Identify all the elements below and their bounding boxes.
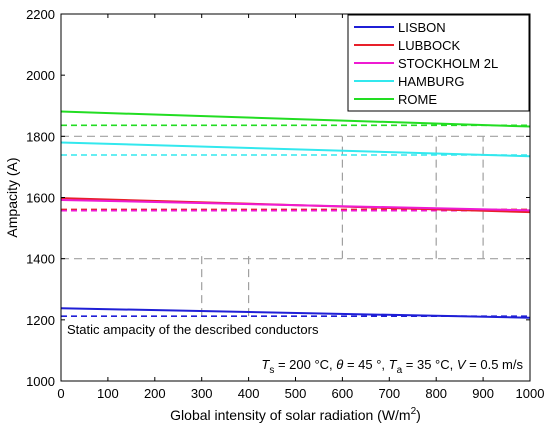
- legend-entry-hamburg: HAMBURG: [398, 74, 464, 89]
- legend-entry-stockholm-2l: STOCKHOLM 2L: [398, 56, 498, 71]
- series-lines: [60, 110, 531, 319]
- y-tick-label: 1800: [26, 129, 55, 144]
- conditions-annotation: Ts = 200 °C, θ = 45 °, Ta = 35 °C, V = 0…: [261, 357, 523, 376]
- y-tick-label: 1200: [26, 313, 55, 328]
- x-axis-label: Global intensity of solar radiation (W/m…: [170, 406, 421, 423]
- axis-ticks: 0 100 200 300 400 500 600 700 800 900 1000 1000 1200…: [26, 7, 544, 401]
- legend-entry-lubbock: LUBBOCK: [398, 38, 460, 53]
- series-line-hamburg: [60, 141, 531, 158]
- legend-entry-lisbon: LISBON: [398, 20, 446, 35]
- static-ampacity-annotation: Static ampacity of the described conduct…: [67, 322, 319, 337]
- y-tick-label: 1000: [26, 374, 55, 389]
- x-tick-label: 900: [472, 386, 494, 401]
- x-tick-label: 400: [238, 386, 260, 401]
- y-axis-label: Ampacity (A): [4, 157, 20, 237]
- reference-lines: [61, 135, 530, 317]
- series-line-lisbon: [60, 307, 531, 319]
- x-tick-label: 800: [425, 386, 447, 401]
- x-tick-label: 500: [285, 386, 307, 401]
- x-tick-label: 600: [332, 386, 354, 401]
- x-tick-label: 200: [144, 386, 166, 401]
- series-line-stockholm-2l: [60, 198, 531, 212]
- y-tick-label: 1600: [26, 191, 55, 206]
- x-tick-label: 300: [191, 386, 213, 401]
- x-tick-label: 1000: [516, 386, 545, 401]
- y-tick-label: 1400: [26, 252, 55, 267]
- x-tick-label: 700: [378, 386, 400, 401]
- x-tick-label: 100: [97, 386, 119, 401]
- series-line-rome: [60, 110, 531, 128]
- legend-entry-rome: ROME: [398, 92, 437, 107]
- legend: LISBON LUBBOCK STOCKHOLM 2L HAMBURG ROME: [347, 14, 530, 112]
- y-tick-label: 2200: [26, 7, 55, 22]
- x-tick-label: 0: [57, 386, 64, 401]
- y-tick-label: 2000: [26, 68, 55, 83]
